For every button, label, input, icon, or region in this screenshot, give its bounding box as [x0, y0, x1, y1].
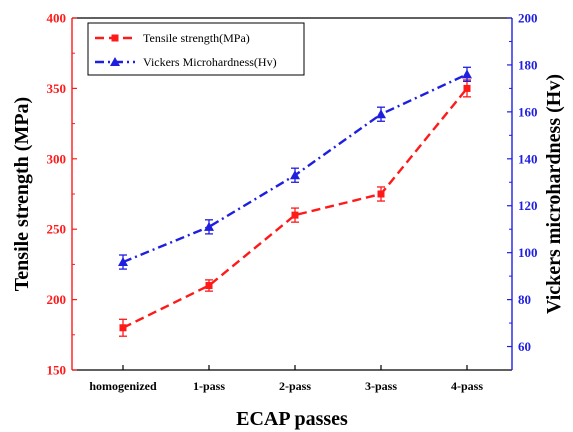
- data-point: [111, 34, 119, 42]
- right-tick-label: 80: [518, 292, 531, 307]
- data-point: [463, 84, 471, 92]
- left-axis-title: Tensile strength (MPa): [11, 97, 33, 291]
- right-tick-label: 120: [518, 198, 538, 213]
- legend-items: Tensile strength(MPa) Vickers Microhardne…: [95, 31, 277, 69]
- left-axis: 150 200 250 300 350 400: [47, 11, 77, 378]
- right-tick-label: 180: [518, 57, 538, 72]
- x-tick-label: homogenized: [89, 379, 157, 393]
- series-tensile-strength: [119, 79, 471, 337]
- data-point: [377, 190, 385, 198]
- data-point: [462, 69, 472, 79]
- data-point: [205, 282, 213, 290]
- right-tick-label: 140: [518, 151, 538, 166]
- legend-box: [87, 22, 305, 76]
- right-axis-title: Vickers microhardness (Hv): [543, 74, 565, 314]
- x-axis-title: ECAP passes: [236, 408, 348, 430]
- left-tick-label: 350: [47, 81, 67, 96]
- right-tick-label: 200: [518, 11, 538, 26]
- x-axis: homogenized 1-pass 2-pass 3-pass 4-pass: [89, 365, 483, 393]
- data-point: [291, 211, 299, 219]
- legend-label: Vickers Microhardness(Hv): [143, 55, 277, 69]
- left-tick-label: 300: [47, 151, 67, 166]
- left-tick-label: 200: [47, 292, 67, 307]
- data-point: [119, 324, 127, 332]
- left-tick-label: 250: [47, 222, 67, 237]
- data-point: [204, 221, 214, 231]
- data-point: [110, 57, 120, 66]
- right-tick-label: 160: [518, 104, 538, 119]
- x-tick-label: 4-pass: [451, 379, 483, 393]
- x-tick-label: 1-pass: [193, 379, 225, 393]
- x-tick-label: 2-pass: [279, 379, 311, 393]
- data-point: [376, 109, 386, 119]
- data-point: [290, 170, 300, 180]
- data-point: [118, 257, 128, 267]
- legend-label: Tensile strength(MPa): [143, 31, 250, 45]
- legend: Tensile strength(MPa) Vickers Microhardne…: [87, 22, 305, 76]
- right-tick-label: 60: [518, 339, 531, 354]
- right-axis: 60 80 100 120 140 160 180 200: [507, 11, 538, 354]
- left-tick-label: 150: [47, 363, 67, 378]
- series-layer: [118, 66, 472, 337]
- series-line: [122, 87, 468, 329]
- series-microhardness: [118, 66, 472, 270]
- left-tick-label: 400: [47, 11, 67, 26]
- right-tick-label: 100: [518, 245, 538, 260]
- x-tick-label: 3-pass: [365, 379, 397, 393]
